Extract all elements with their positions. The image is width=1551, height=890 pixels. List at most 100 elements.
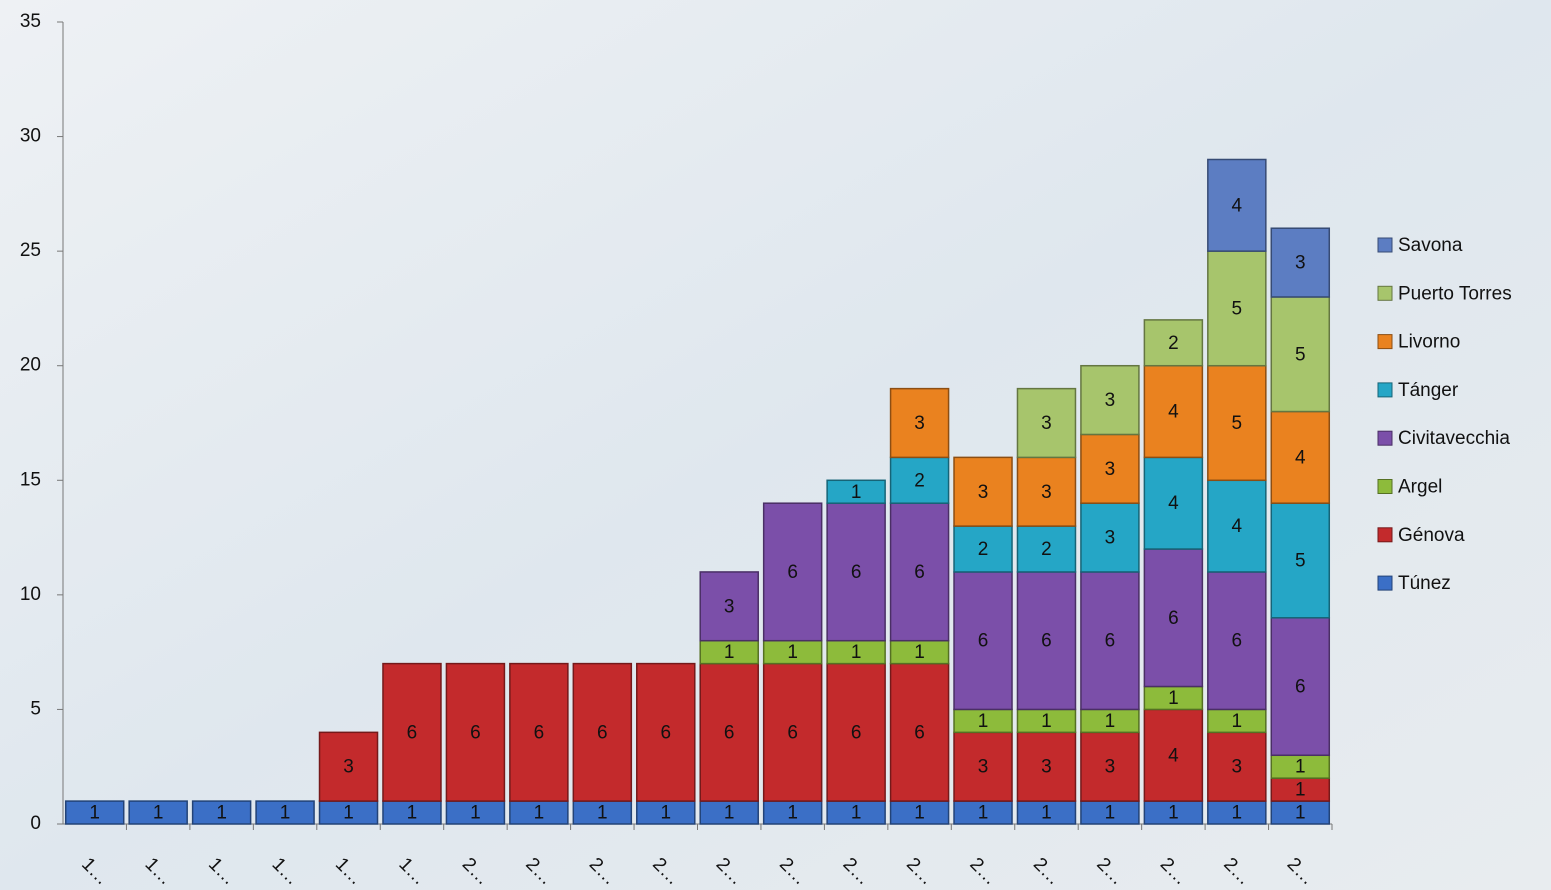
data-label: 1 [1168,688,1179,709]
bar-segment [191,800,252,825]
bar-segment [382,662,442,802]
data-label: 2 [978,539,989,560]
data-label: 1 [724,803,735,824]
data-label: 6 [597,722,608,743]
data-label: 6 [724,722,735,743]
data-label: 6 [787,562,798,583]
data-label: 1 [1295,803,1306,824]
data-label: 1 [1295,780,1306,801]
data-label: 3 [1105,528,1116,549]
bar-segment [1080,433,1140,504]
legend-label: Livorno [1398,332,1460,353]
data-label: 3 [1105,390,1116,411]
data-label: 1 [914,642,925,663]
bar-segment [1143,319,1204,367]
bar-segment [1016,731,1077,802]
y-tick-label: 20 [20,355,41,376]
bar-segment [826,662,886,802]
data-label: 5 [1295,344,1306,365]
data-label: 1 [724,642,735,663]
data-label: 2 [1168,333,1179,354]
data-label: 1 [534,803,545,824]
data-label: 4 [1295,447,1306,468]
data-label: 1 [787,803,798,824]
data-label: 6 [1295,677,1306,698]
legend-swatch [1377,382,1393,398]
data-label: 1 [1295,757,1306,778]
data-label: 6 [1168,608,1179,629]
bar-segment [509,662,569,802]
bar-segment [128,800,188,825]
legend-label: Savona [1398,235,1463,256]
bar-segment [762,502,823,642]
legend-label: Argel [1398,477,1442,498]
data-label: 1 [1232,803,1243,824]
data-label: 3 [724,596,735,617]
bar-segment [1207,158,1267,252]
y-tick-label: 0 [30,813,41,834]
data-label: 6 [1041,631,1052,652]
data-label: 1 [851,482,862,503]
data-label: 3 [1295,253,1306,274]
data-label: 3 [1041,757,1052,778]
data-label: 5 [1295,551,1306,572]
bar-segment [1270,502,1331,619]
bar-segment [64,800,125,825]
data-label: 3 [978,757,989,778]
y-tick-label: 30 [20,126,41,147]
data-label: 4 [1168,402,1179,423]
legend-swatch [1377,527,1393,543]
data-label: 1 [978,803,989,824]
data-label: 6 [978,631,989,652]
data-label: 6 [787,722,798,743]
bar-segment [1080,364,1140,436]
bar-segment [1207,364,1267,482]
legend-swatch [1377,575,1393,591]
y-tick-label: 35 [20,11,41,32]
legend-swatch [1377,479,1393,494]
bar-segment [1207,479,1267,573]
legend-label: Civitavecchia [1398,428,1510,449]
data-label: 2 [914,470,925,491]
bar-segment [318,731,379,802]
data-label: 3 [1105,757,1116,778]
bar-segment [1080,571,1140,711]
data-label: 4 [1232,195,1243,216]
bar-segment [953,456,1013,527]
data-label: 1 [1041,711,1052,732]
data-label: 1 [1168,803,1179,824]
data-label: 6 [914,722,925,743]
bar-segment [255,800,315,825]
data-label: 1 [978,711,989,732]
bar-segment [1016,525,1077,573]
data-label: 3 [1232,757,1243,778]
legend-label: Génova [1398,525,1465,546]
data-label: 1 [1232,711,1243,732]
data-label: 1 [787,642,798,663]
data-label: 5 [1232,298,1243,319]
data-label: 1 [597,803,608,824]
bar-segment [1270,617,1331,757]
data-label: 1 [1105,803,1116,824]
legend-label: Túnez [1398,573,1451,594]
data-label: 3 [1041,413,1052,434]
data-label: 1 [1041,803,1052,824]
y-tick-label: 5 [30,698,41,719]
bar-segment [1207,250,1267,367]
bar-segment [1016,571,1077,711]
y-tick-label: 10 [20,584,41,605]
legend-swatch [1377,430,1393,446]
legend-swatch [1377,285,1393,301]
data-label: 4 [1232,516,1243,537]
data-label: 1 [851,642,862,663]
bar-segment [1143,708,1204,802]
bar-segment [636,662,696,802]
bar-segment [889,502,950,642]
data-label: 4 [1168,745,1179,766]
bar-segment [1207,571,1267,711]
data-label: 1 [153,803,164,824]
data-label: 6 [1232,631,1243,652]
bar-segment [1270,410,1331,504]
bar-segment [953,731,1013,802]
data-label: 1 [343,803,354,824]
